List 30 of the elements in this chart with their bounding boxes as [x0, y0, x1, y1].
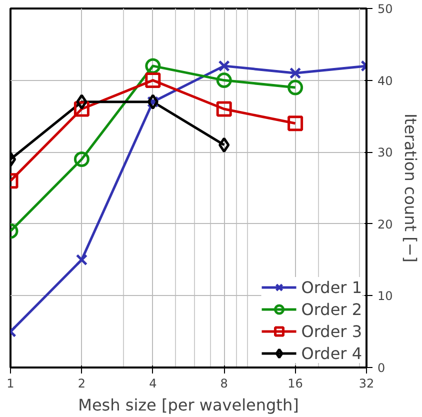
point [145, 72, 161, 88]
x-tick-label: 8 [220, 376, 228, 390]
y-tick-label: 20 [378, 217, 393, 232]
point [74, 152, 90, 168]
y-tick-label: 50 [378, 2, 393, 16]
legend-label: Order 4 [301, 344, 362, 362]
point [218, 137, 230, 153]
point [218, 60, 230, 72]
legend-label: Order 2 [301, 300, 362, 318]
legend-label: Order 1 [301, 278, 362, 296]
y-axis-title: Iteration count [−] [400, 113, 420, 263]
point [216, 101, 232, 117]
x-tick-label: 4 [149, 376, 157, 390]
point [288, 116, 304, 132]
point [145, 58, 161, 74]
y-tick-label: 40 [378, 74, 393, 88]
y-tick-label: 0 [378, 361, 386, 375]
legend-label: Order 3 [301, 322, 362, 340]
x-axis-title: Mesh size [per wavelength] [78, 396, 299, 414]
x-tick-label: 2 [78, 376, 86, 390]
x-tick-label: 32 [358, 376, 374, 390]
point [76, 254, 88, 266]
x-tick-label: 16 [288, 376, 303, 390]
point [288, 80, 304, 96]
x-tick-label: 1 [6, 376, 14, 390]
point [216, 72, 232, 88]
point [76, 94, 88, 110]
y-tick-label: 30 [378, 146, 393, 160]
y-tick-label: 10 [378, 289, 393, 304]
point [289, 67, 302, 79]
